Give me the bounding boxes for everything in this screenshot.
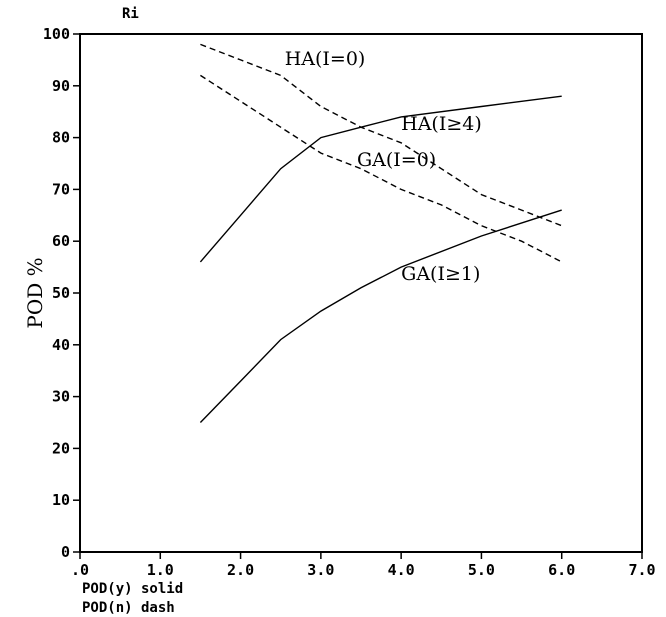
y-tick-label: 0 — [61, 543, 70, 561]
x-tick-label: 4.0 — [388, 561, 415, 579]
x-axis-title-line-1: POD(y) solid — [82, 581, 183, 597]
y-tick-label: 60 — [52, 232, 70, 250]
curve-label: HA(I≥4) — [401, 113, 482, 135]
x-tick-label: 6.0 — [548, 561, 575, 579]
y-tick-label: 90 — [52, 77, 70, 95]
y-axis-ticks: 0 10 20 30 40 50 60 70 80 90 100 — [43, 25, 80, 561]
chart-title: Ri — [122, 6, 139, 22]
y-tick-label: 20 — [52, 439, 70, 457]
x-tick-label: 3.0 — [307, 561, 334, 579]
curve-label: GA(I=0) — [357, 149, 436, 171]
plot-frame — [79, 33, 643, 553]
y-axis-title: POD % — [23, 257, 47, 328]
annotation-layer: HA(I=0) HA(I≥4) GA(I=0) GA(I≥1) — [285, 48, 482, 285]
y-tick-label: 30 — [52, 388, 70, 406]
y-tick-label: 10 — [52, 491, 70, 509]
series-line-ga-i-1 — [199, 209, 562, 423]
curve-label: GA(I≥1) — [401, 263, 480, 285]
series-line-ha-i-4 — [199, 95, 562, 263]
x-tick-label: 2.0 — [227, 561, 254, 579]
y-tick-label: 100 — [43, 25, 70, 43]
series-layer — [199, 43, 563, 423]
y-tick-label: 50 — [52, 284, 70, 302]
curve-label: HA(I=0) — [285, 48, 366, 70]
x-axis-title-line-2: POD(n) dash — [82, 600, 175, 616]
y-tick-label: 80 — [52, 129, 70, 147]
x-axis-ticks: .0 1.0 2.0 3.0 4.0 5.0 6.0 7.0 — [71, 552, 656, 579]
x-tick-label: 5.0 — [468, 561, 495, 579]
series-line-ha-i-0 — [200, 43, 562, 227]
y-tick-label: 70 — [52, 180, 70, 198]
x-tick-label: 7.0 — [628, 561, 655, 579]
y-tick-label: 40 — [52, 336, 70, 354]
series-line-ga-i-0 — [200, 74, 563, 263]
x-tick-label: .0 — [71, 561, 89, 579]
x-tick-label: 1.0 — [147, 561, 174, 579]
